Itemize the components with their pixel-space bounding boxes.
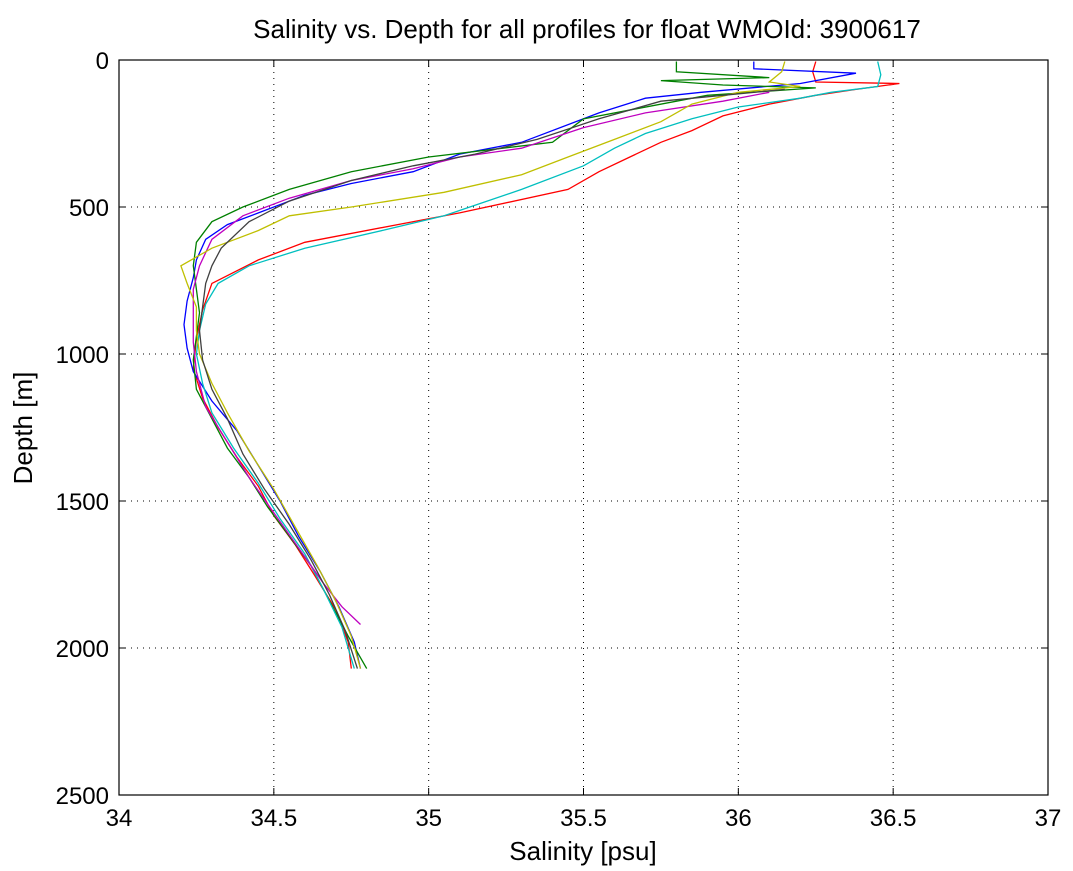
profile-line-3 [192, 61, 816, 669]
x-tick-label: 34.5 [250, 805, 297, 832]
profile-line-6 [180, 61, 801, 669]
x-tick-label: 36 [725, 805, 752, 832]
y-tick-label: 500 [69, 195, 109, 222]
y-tick-label: 2500 [56, 783, 109, 810]
x-tick-label: 35 [415, 805, 442, 832]
y-tick-label: 1500 [56, 489, 109, 516]
profile-line-7 [198, 88, 785, 669]
grid-lines [119, 60, 1048, 795]
chart-title: Salinity vs. Depth for all profiles for … [253, 14, 921, 44]
y-tick-label: 1000 [56, 342, 109, 369]
profile-line-4 [195, 61, 882, 669]
y-tick-label: 0 [96, 48, 109, 75]
profile-line-5 [192, 91, 770, 625]
x-axis-label: Salinity [psu] [509, 836, 656, 866]
profile-line-1 [192, 61, 900, 669]
y-axis-label: Depth [m] [8, 372, 38, 485]
x-tick-label: 35.5 [560, 805, 607, 832]
axis-ticks: 34 34.5 35 35.5 36 36.5 37 0 500 1000 1500 2000 2500 [56, 48, 1062, 832]
profile-lines [180, 61, 900, 669]
profile-line-2 [183, 61, 857, 669]
x-tick-label: 36.5 [870, 805, 917, 832]
x-tick-label: 34 [106, 805, 133, 832]
x-tick-label: 37 [1035, 805, 1062, 832]
y-tick-label: 2000 [56, 636, 109, 663]
